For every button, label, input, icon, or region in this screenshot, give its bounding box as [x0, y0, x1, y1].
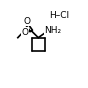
Text: O: O: [23, 17, 30, 26]
Text: O: O: [21, 28, 28, 37]
Text: NH₂: NH₂: [44, 26, 61, 35]
Text: H–Cl: H–Cl: [49, 11, 69, 21]
